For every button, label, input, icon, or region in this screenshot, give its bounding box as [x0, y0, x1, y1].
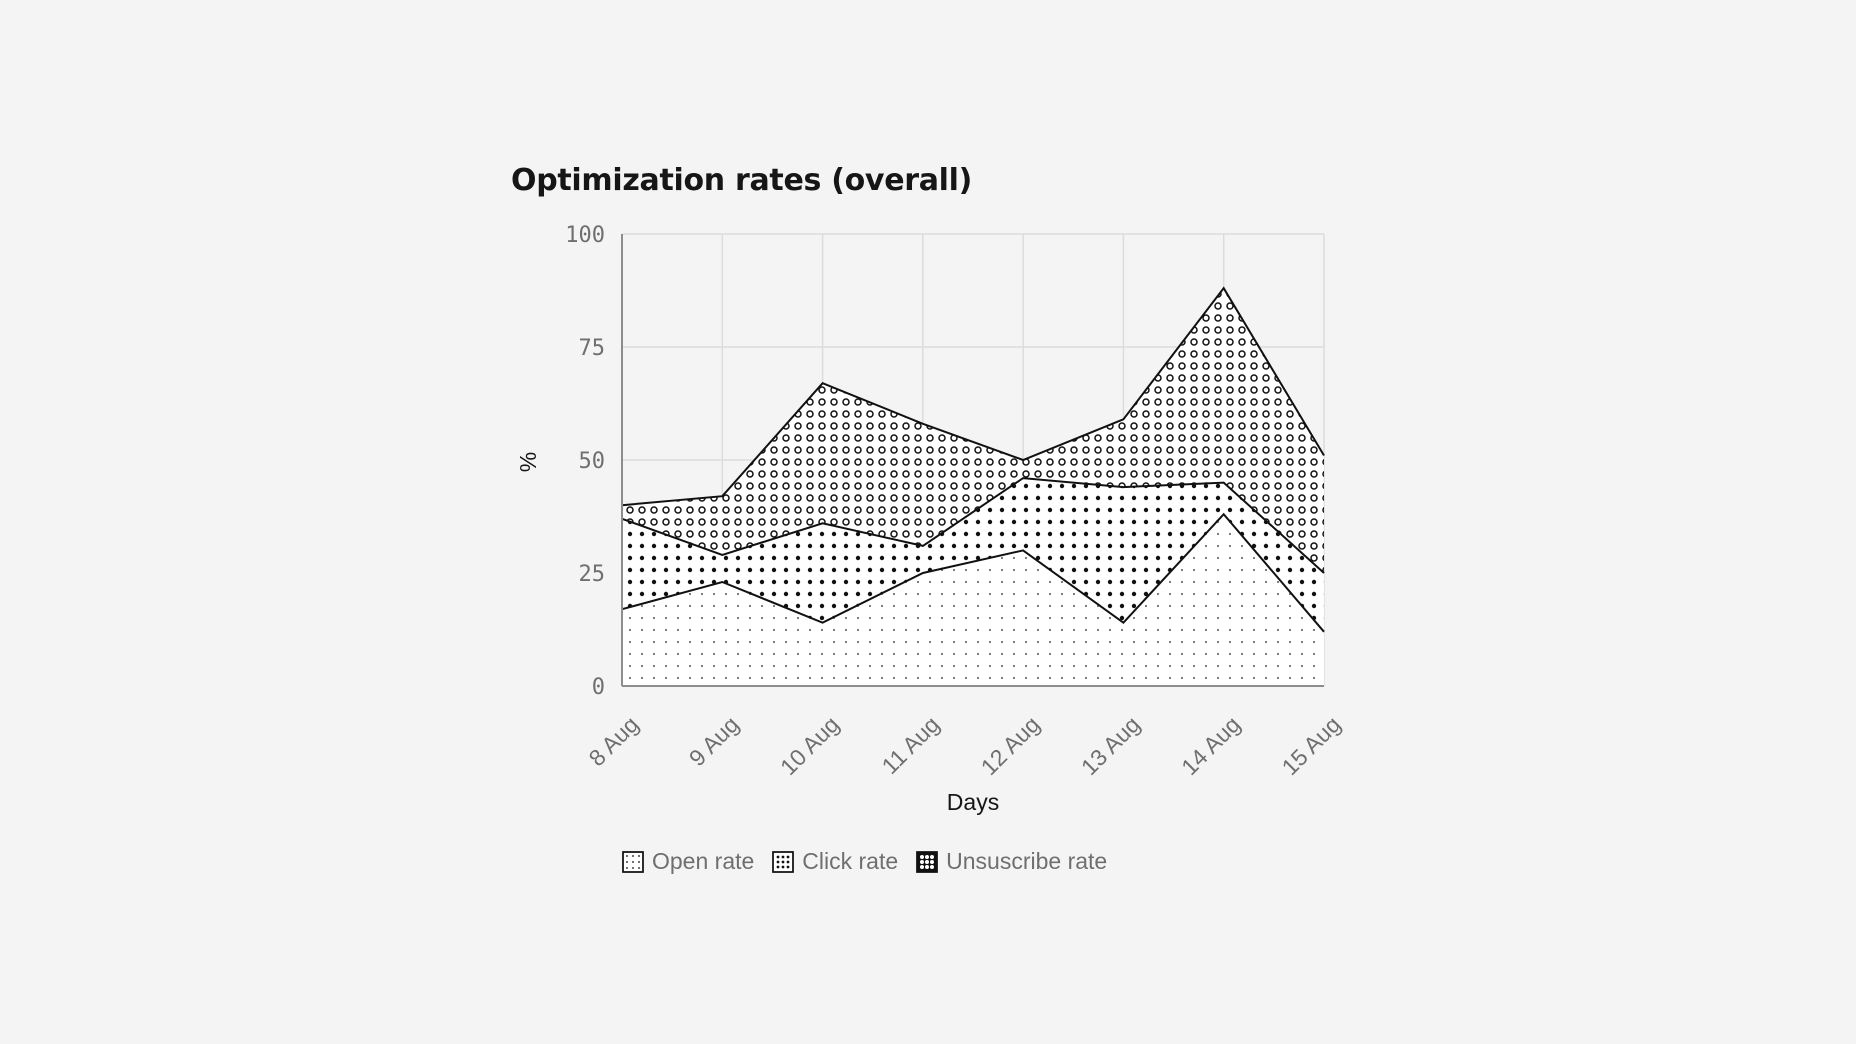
area-click-rate[interactable] [622, 478, 1324, 632]
legend-swatch-icon [622, 850, 644, 873]
line-unsuscribe-rate [621, 286, 1325, 507]
y-axis-title: % [515, 452, 541, 472]
axes [621, 234, 1324, 687]
y-tick-label: 50 [579, 449, 606, 474]
legend-label: Open rate [652, 848, 755, 874]
area-open-rate[interactable] [622, 514, 1324, 686]
y-tick-label: 100 [565, 223, 605, 248]
legend-swatch-icon [916, 850, 938, 873]
y-tick-label: 75 [579, 336, 606, 361]
y-tick-label: 25 [579, 562, 606, 587]
line-layer [621, 286, 1325, 633]
x-tick-label: 8 Aug [584, 711, 644, 771]
legend-swatch-icon [772, 850, 795, 873]
area-unsuscribe-rate[interactable] [622, 288, 1324, 573]
legend-item-click-rate[interactable]: Click rate [772, 848, 898, 875]
legend: Open rate Click rate Unsuscribe rate [622, 848, 1107, 875]
x-tick-label: 13 Aug [1076, 711, 1145, 780]
x-tick-label: 9 Aug [684, 711, 744, 771]
legend-label: Unsuscribe rate [946, 848, 1108, 874]
legend-item-unsuscribe-rate[interactable]: Unsuscribe rate [916, 848, 1107, 875]
y-tick-label: 0 [592, 675, 605, 700]
x-axis-title: Days [947, 789, 999, 815]
line-open-rate [621, 512, 1325, 633]
legend-label: Click rate [802, 848, 899, 874]
x-tick-label: 14 Aug [1176, 711, 1245, 780]
chart-title: Optimization rates (overall) [511, 163, 973, 198]
x-tick-label: 11 Aug [877, 711, 945, 779]
legend-item-open-rate[interactable]: Open rate [622, 848, 754, 875]
x-tick-label: 15 Aug [1276, 711, 1345, 780]
area-layer [622, 288, 1324, 686]
line-click-rate [621, 477, 1325, 574]
x-tick-label: 10 Aug [775, 711, 844, 780]
x-tick-label: 12 Aug [976, 711, 1045, 780]
